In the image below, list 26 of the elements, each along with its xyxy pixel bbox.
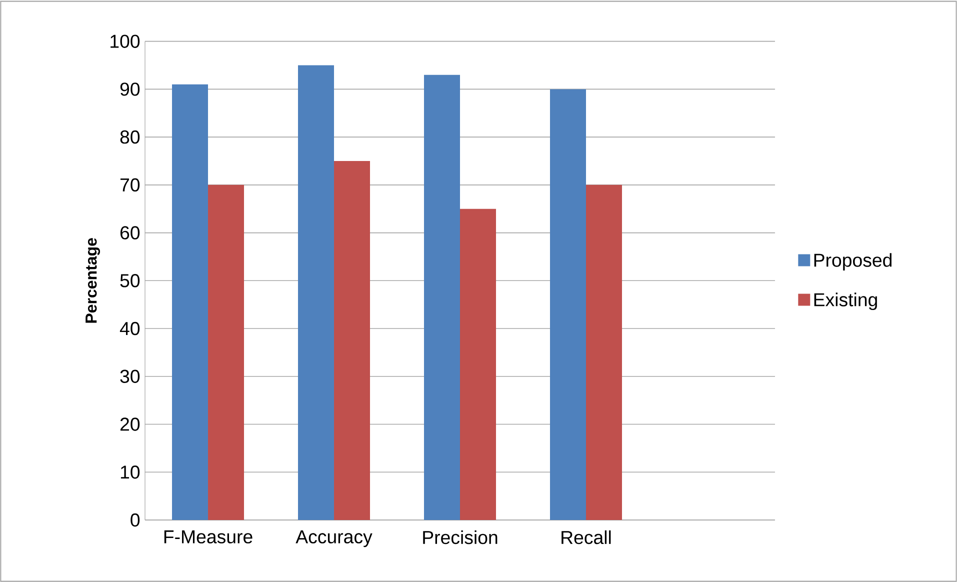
bar <box>586 184 622 520</box>
bar <box>424 74 460 520</box>
y-tick-label: 60 <box>120 226 140 240</box>
y-tick-label: 90 <box>120 82 140 96</box>
y-tick-label: 20 <box>120 418 140 431</box>
y-tick-label: 50 <box>120 274 140 288</box>
y-tick-label: 80 <box>120 130 140 144</box>
bar <box>172 84 208 520</box>
y-tick-label: 30 <box>120 370 140 383</box>
y-tick-label: 70 <box>120 178 140 192</box>
bar <box>298 65 334 520</box>
y-tick-label: 100 <box>110 34 140 48</box>
bar <box>334 160 370 520</box>
bar <box>208 184 244 520</box>
bar <box>550 89 586 520</box>
bar <box>460 208 496 520</box>
y-axis-title: Percentage <box>86 238 100 323</box>
legend-label: Existing <box>814 292 877 310</box>
legend-label: Proposed <box>814 253 892 271</box>
x-tick-label: F-Measure <box>164 530 252 544</box>
y-tick-label: 10 <box>120 466 140 479</box>
x-tick-label: Precision <box>423 530 498 544</box>
y-tick-label: 40 <box>120 322 140 336</box>
y-tick-label: 0 <box>130 513 140 527</box>
x-tick-label: Recall <box>562 530 611 544</box>
x-tick-label: Accuracy <box>296 530 372 548</box>
